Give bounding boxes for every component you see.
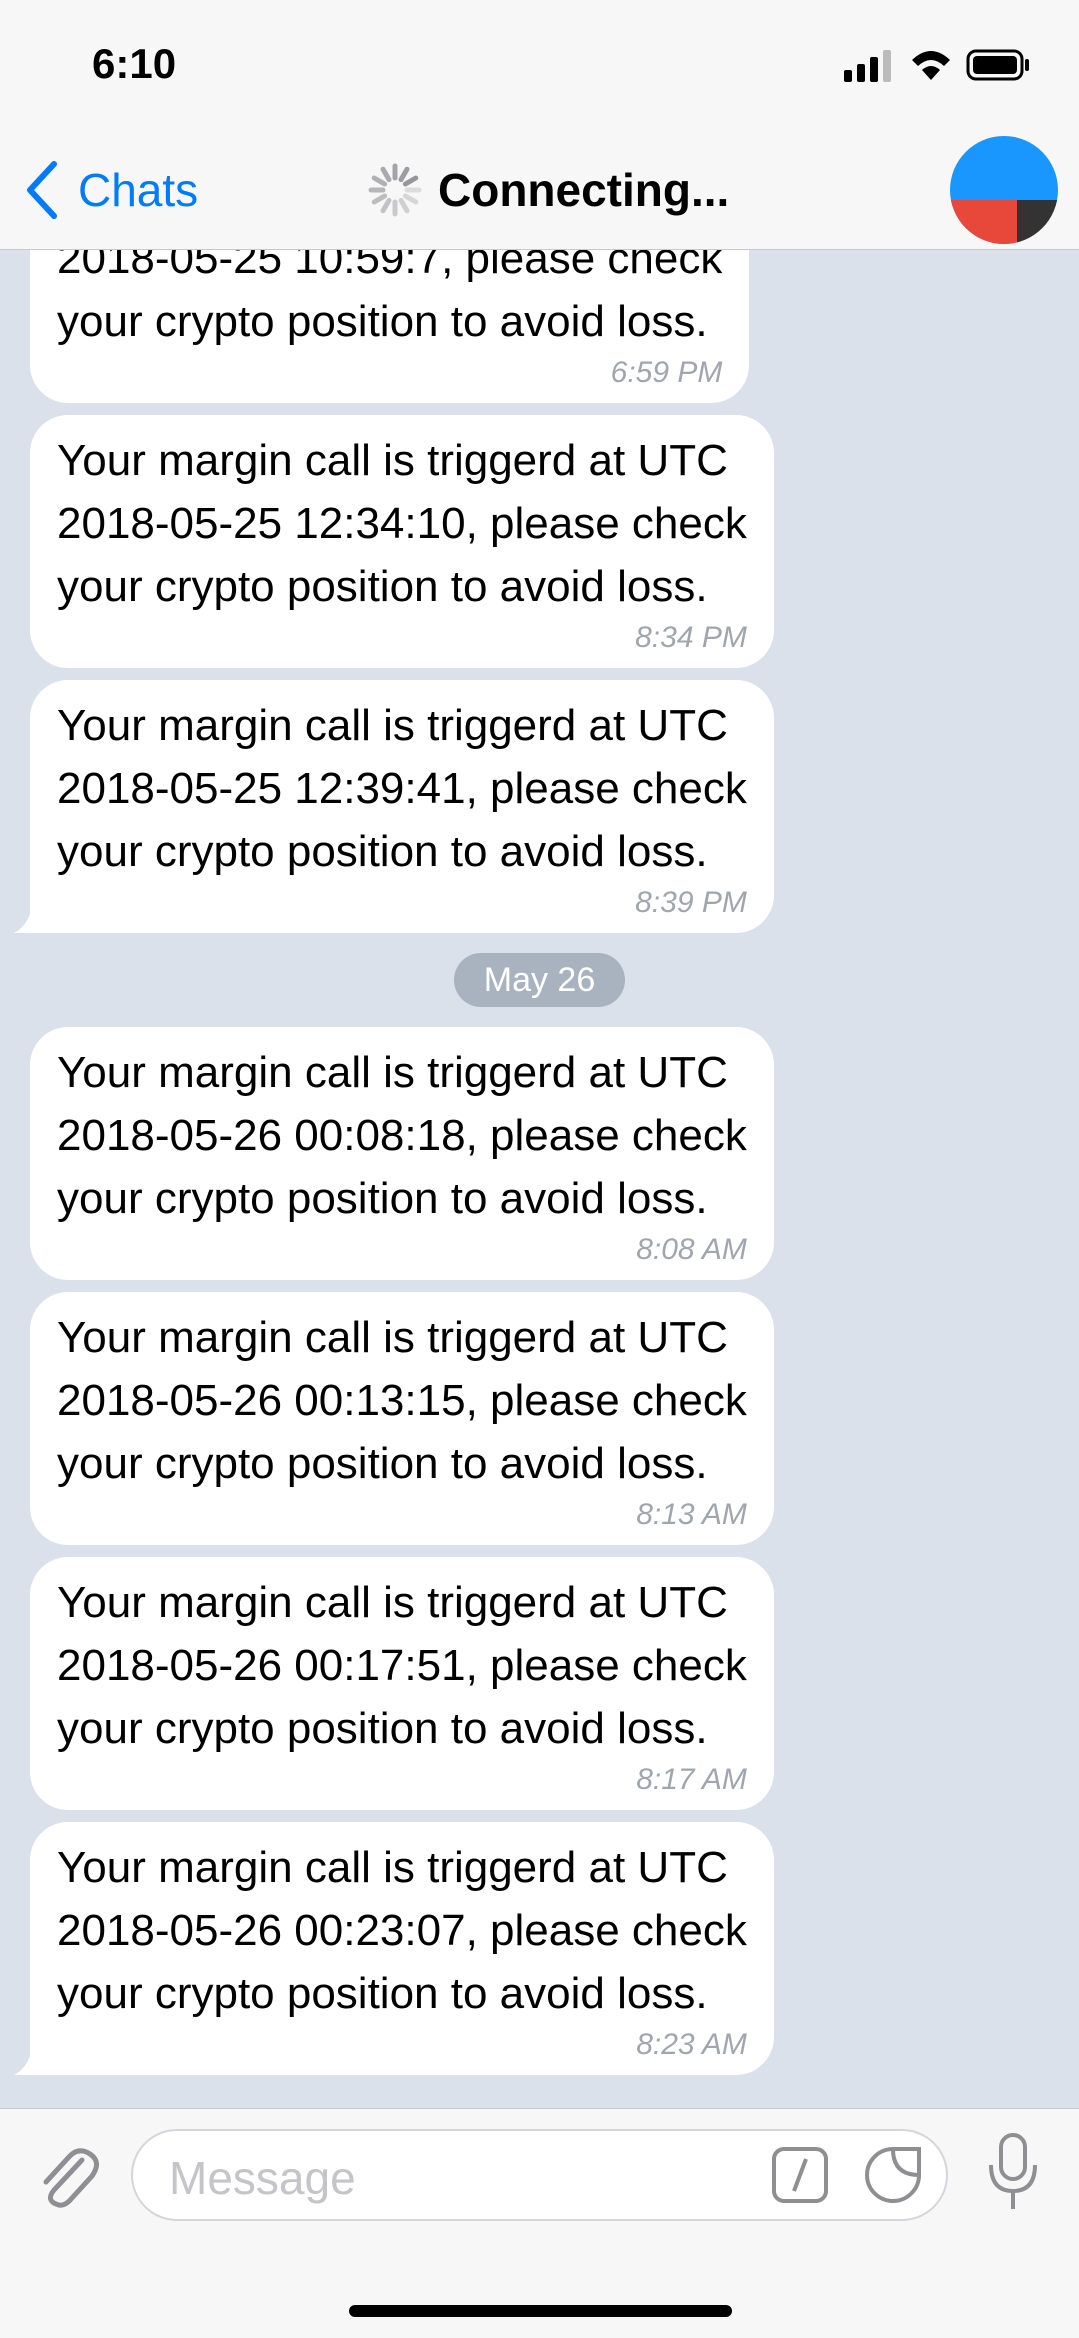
message-text: your crypto position to avoid loss. (57, 562, 708, 611)
nav-title: Connecting... (438, 164, 730, 216)
message-text: 2018-05-26 00:23:07, please check (57, 1906, 747, 1955)
message-input[interactable]: Message (131, 2129, 948, 2221)
message-text: 2018-05-26 00:08:18, please check (57, 1111, 747, 1160)
mic-button[interactable] (983, 2129, 1043, 2219)
spinner-tick (402, 175, 419, 187)
message-time: 8:23 AM (636, 2028, 747, 2061)
avatar[interactable] (949, 135, 1059, 245)
message-text: your crypto position to avoid loss. (57, 1969, 708, 2018)
header: 6:10 Chats Connecting... (0, 0, 1079, 250)
spinner-tick (371, 175, 388, 187)
input-placeholder: Message (169, 2152, 356, 2204)
spinner-tick (398, 197, 410, 214)
status-icons (844, 49, 1029, 82)
message-time: 8:34 PM (635, 621, 747, 654)
message-bubble: Your margin call is triggerd at UTC 2018-… (14, 1822, 774, 2075)
back-arrow[interactable] (22, 160, 62, 220)
date-separator: May 26 (453, 953, 626, 1007)
message-text: your crypto position to avoid loss. (57, 297, 708, 346)
message-text: Your margin call is triggerd at UTC (57, 436, 728, 485)
message-text: Your margin call is triggerd at UTC (57, 1048, 728, 1097)
message-text: 2018-05-25 12:39:41, please check (57, 764, 747, 813)
spinner (368, 163, 422, 217)
message-time: 8:08 AM (636, 1233, 747, 1266)
spinner-tick (402, 193, 419, 205)
message-text: your crypto position to avoid loss. (57, 827, 708, 876)
message-text: 2018-05-25 12:34:10, please check (57, 499, 747, 548)
spinner-tick (380, 166, 392, 183)
message-time: 8:17 AM (636, 1763, 747, 1796)
message-text: your crypto position to avoid loss. (57, 1439, 708, 1488)
message-text: 2018-05-25 10:59:7, please check (57, 250, 723, 283)
spinner-tick (398, 166, 410, 183)
status-time: 6:10 (92, 40, 177, 87)
message-text: your crypto position to avoid loss. (57, 1704, 708, 1753)
message-bubble: Your margin call is triggerd at UTC 2018-… (30, 1557, 774, 1810)
message-text: 2018-05-26 00:17:51, please check (57, 1641, 747, 1690)
message-text: Your margin call is triggerd at UTC (57, 701, 728, 750)
commands-button[interactable] (770, 2145, 830, 2205)
message-time: 8:39 PM (635, 886, 747, 919)
message-text: your crypto position to avoid loss. (57, 1174, 708, 1223)
message-bubble: Your margin call is triggerd at UTC 2018-… (30, 1027, 774, 1280)
message-list: 2018-05-25 10:59:7, please check your cry… (0, 250, 1079, 2108)
attach-button[interactable] (30, 2134, 100, 2214)
message-time: 8:13 AM (636, 1498, 747, 1531)
bubble-tail (14, 2041, 54, 2075)
spinner-tick (371, 193, 388, 205)
spinner-tick (380, 197, 392, 214)
back-button[interactable]: Chats (78, 164, 199, 216)
message-bubble: 2018-05-25 10:59:7, please check your cry… (30, 250, 750, 403)
message-text: Your margin call is triggerd at UTC (57, 1843, 728, 1892)
input-bar: Message (0, 2108, 1079, 2338)
message-bubble: Your margin call is triggerd at UTC 2018-… (30, 415, 774, 668)
sticker-button[interactable] (861, 2143, 925, 2207)
message-text: Your margin call is triggerd at UTC (57, 1578, 728, 1627)
message-bubble: Your margin call is triggerd at UTC 2018-… (14, 680, 774, 933)
message-text: 2018-05-26 00:13:15, please check (57, 1376, 747, 1425)
message-bubble: Your margin call is triggerd at UTC 2018-… (30, 1292, 774, 1545)
message-text: Your margin call is triggerd at UTC (57, 1313, 728, 1362)
message-time: 6:59 PM (610, 356, 723, 389)
bubble-tail (14, 899, 54, 933)
home-indicator (349, 2305, 732, 2317)
